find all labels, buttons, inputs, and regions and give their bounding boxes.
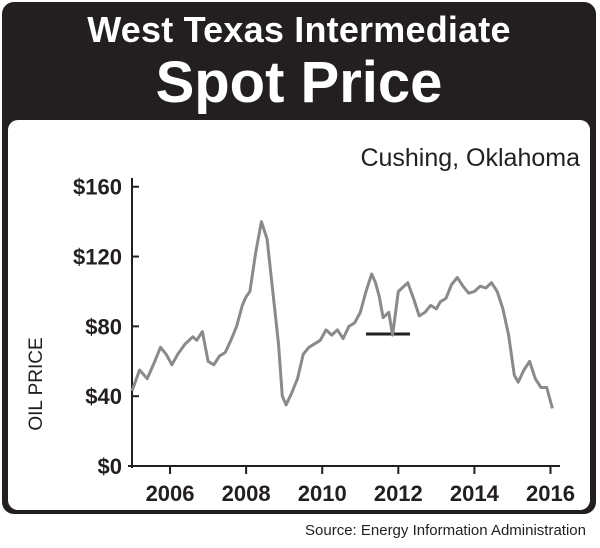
y-tick-label: $120 [73, 245, 122, 270]
chart-subtitle: Cushing, Oklahoma [360, 144, 580, 172]
y-tick-label: $0 [98, 454, 122, 479]
chart-title-line-1: West Texas Intermediate [87, 9, 511, 50]
chart-title-line-2: Spot Price [155, 50, 443, 115]
y-axis-title: OIL PRICE [26, 337, 47, 430]
price-series-line [130, 220, 554, 409]
x-tick-label: 2012 [374, 481, 423, 506]
source-note: Source: Energy Information Administratio… [305, 522, 586, 539]
chart-panel: Cushing, Oklahoma OIL PRICE $0 $40 $80 $120… [8, 120, 590, 510]
y-tick-label: $160 [73, 175, 122, 200]
x-tick-label: 2010 [298, 481, 347, 506]
x-tick-label: 2014 [450, 481, 500, 506]
line-chart: Cushing, Oklahoma OIL PRICE $0 $40 $80 $120… [26, 144, 580, 506]
y-tick-label: $40 [85, 384, 122, 409]
y-tick-label: $80 [85, 314, 122, 339]
x-tick-label: 2008 [222, 481, 271, 506]
title-banner: West Texas Intermediate Spot Price Cushi… [2, 2, 596, 514]
x-tick-label: 2006 [146, 481, 195, 506]
x-tick-label: 2016 [526, 481, 575, 506]
